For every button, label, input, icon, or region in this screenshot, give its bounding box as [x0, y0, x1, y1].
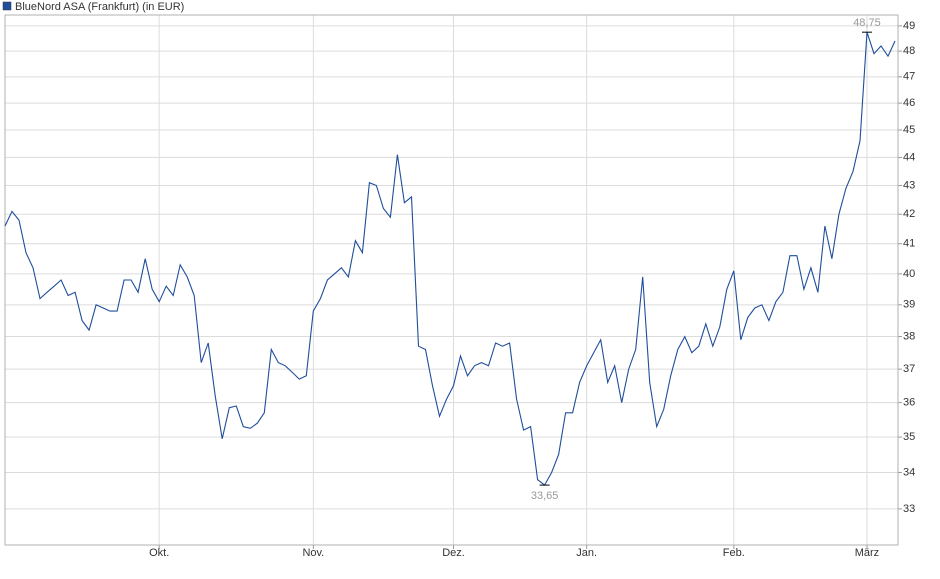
- x-tick-label: Dez.: [442, 547, 465, 559]
- y-tick-label: 38: [903, 330, 915, 342]
- x-tick-label: Nov.: [302, 547, 324, 559]
- y-tick-label: 36: [903, 397, 915, 409]
- legend-swatch: [2, 1, 12, 11]
- x-tick-label: März: [855, 547, 879, 559]
- y-tick-label: 37: [903, 363, 915, 375]
- y-tick-label: 47: [903, 71, 915, 83]
- value-label: 33,65: [531, 490, 559, 502]
- x-tick-label: Okt.: [149, 547, 169, 559]
- plot-border: [4, 14, 899, 546]
- x-tick-label: Feb.: [723, 547, 745, 559]
- y-tick-label: 43: [903, 179, 915, 191]
- y-tick-label: 45: [903, 124, 915, 136]
- price-line: [4, 32, 896, 486]
- x-tick-label: Jan.: [576, 547, 597, 559]
- y-tick-label: 33: [903, 503, 915, 515]
- y-tick-label: 35: [903, 431, 915, 443]
- y-tick-label: 34: [903, 466, 915, 478]
- y-tick-label: 48: [903, 45, 915, 57]
- legend-label: BlueNord ASA (Frankfurt) (in EUR): [15, 1, 184, 13]
- y-tick-label: 44: [903, 151, 915, 163]
- value-label: 48,75: [853, 17, 881, 29]
- y-tick-label: 49: [903, 20, 915, 32]
- y-tick-label: 39: [903, 299, 915, 311]
- y-tick-label: 42: [903, 208, 915, 220]
- y-tick-label: 40: [903, 268, 915, 280]
- y-tick-label: 41: [903, 238, 915, 250]
- y-tick-label: 46: [903, 97, 915, 109]
